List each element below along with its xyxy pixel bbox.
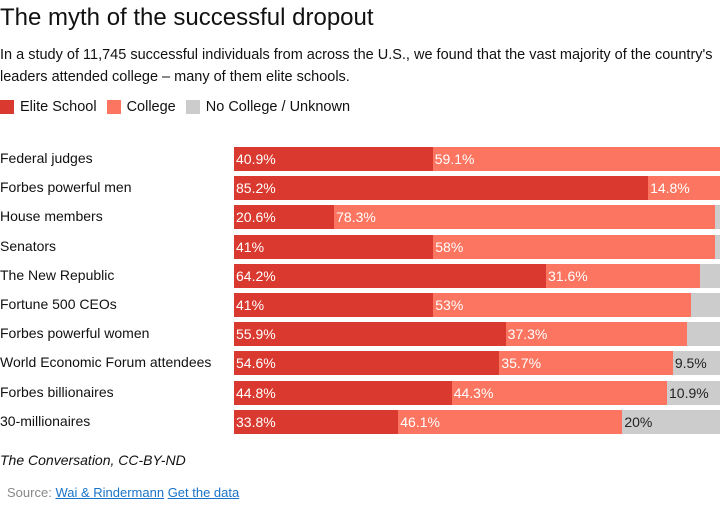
legend-item-no-college: No College / Unknown (185, 99, 351, 115)
data-label-elite: 41% (236, 238, 265, 255)
data-label-elite: 33.8% (236, 413, 276, 430)
chart-title: The myth of the successful dropout (0, 4, 374, 31)
data-label-no-college: 20% (624, 413, 653, 430)
bar-track: 40.9% 59.1% (234, 147, 720, 171)
bar-row: Forbes powerful women 55.9% 37.3% (0, 319, 720, 348)
bar-row: Forbes powerful men 85.2% 14.8% (0, 173, 720, 202)
bar-segment-college (505, 322, 687, 347)
bar-track: 41% 53% (234, 293, 720, 317)
legend: Elite School College No College / Unknow… (0, 99, 360, 115)
source-line: Source: Wai & Rindermann Get the data (7, 485, 239, 500)
data-label-elite: 20.6% (236, 209, 276, 226)
data-label-college: 35.7% (501, 355, 542, 372)
bar-segment-college (334, 205, 715, 230)
category-label: 30-millionaires (0, 412, 91, 429)
category-label: Fortune 500 CEOs (0, 296, 117, 312)
data-label-college: 14.8% (650, 180, 690, 197)
data-label-elite: 55.9% (236, 326, 276, 343)
bar-segment-elite (234, 147, 433, 171)
bar-row: Senators 41% 58% (0, 232, 720, 261)
source-prefix: Source: (7, 485, 52, 500)
bar-row: House members 20.6% 78.3% (0, 202, 720, 231)
bar-track: 55.9% 37.3% (234, 322, 720, 347)
bar-segment-elite (234, 380, 452, 405)
data-label-college: 59.1% (434, 151, 475, 167)
legend-item-college: College (106, 99, 176, 115)
bar-segment-college (398, 409, 623, 434)
bar-track: 20.6% 78.3% (234, 205, 720, 230)
stacked-bar-chart: Federal judges 40.9% 59.1% Forbes powerful … (0, 144, 720, 440)
data-label-elite: 54.6% (236, 355, 276, 372)
bar-segment-college (648, 176, 720, 201)
bar-segment-elite (234, 263, 546, 288)
bar-track: 33.8% 46.1% 20% (234, 409, 720, 434)
data-label-college: 44.3% (453, 384, 494, 401)
data-label-college: 53% (435, 297, 464, 313)
category-label: Federal judges (0, 150, 93, 166)
bar-row: Federal judges 40.9% 59.1% (0, 144, 720, 173)
data-label-college: 78.3% (336, 209, 376, 226)
data-label-no-college: 9.5% (674, 355, 707, 372)
data-label-elite: 44.8% (236, 384, 276, 401)
legend-swatch-college (106, 100, 121, 114)
bar-segment-elite (234, 234, 434, 259)
category-label: Forbes powerful women (0, 325, 150, 342)
bar-track: 64.2% 31.6% (234, 263, 720, 288)
chart-subtitle: In a study of 11,745 successful individu… (0, 47, 713, 85)
category-label: Forbes billionaires (0, 383, 114, 400)
bar-segment-college (546, 263, 700, 288)
legend-swatch-no-college (185, 100, 200, 114)
bar-segment-elite (234, 176, 649, 201)
get-data-link[interactable]: Get the data (167, 485, 240, 500)
bar-row: The New Republic 64.2% 31.6% (0, 261, 720, 290)
data-label-no-college: 10.9% (669, 384, 709, 401)
data-label-college: 37.3% (507, 326, 548, 343)
legend-label-college: College (126, 99, 176, 115)
category-label: World Economic Forum attendees (0, 354, 212, 371)
data-label-elite: 64.2% (236, 267, 276, 284)
bar-segment-elite (234, 205, 335, 230)
legend-label-no-college: No College / Unknown (205, 99, 351, 115)
category-label: The New Republic (0, 266, 115, 283)
bar-segment-college (499, 351, 673, 376)
bar-track: 44.8% 44.3% 10.9% (234, 380, 720, 405)
chart-credit: The Conversation, CC-BY-ND (0, 452, 186, 468)
bar-segment-elite (234, 351, 500, 376)
bar-row: Fortune 500 CEOs 41% 53% (0, 290, 720, 319)
bar-track: 85.2% 14.8% (234, 176, 720, 201)
bar-segment-college (451, 380, 668, 405)
bar-segment-elite (234, 322, 506, 347)
bar-segment-college (432, 147, 720, 171)
bar-row: Forbes billionaires 44.8% 44.3% 10.9% (0, 378, 720, 407)
legend-label-elite: Elite School (20, 99, 97, 115)
data-label-elite: 85.2% (236, 180, 276, 197)
category-label: Forbes powerful men (0, 179, 132, 196)
source-link[interactable]: Wai & Rindermann (55, 485, 165, 500)
bar-track: 41% 58% (234, 234, 720, 259)
category-label: House members (0, 208, 103, 225)
data-label-elite: 40.9% (236, 151, 276, 167)
bar-track: 54.6% 35.7% 9.5% (234, 351, 720, 376)
data-label-college: 46.1% (400, 413, 440, 430)
bar-segment-college (433, 234, 716, 259)
bar-segment-elite (234, 293, 434, 317)
data-label-elite: 41% (236, 297, 265, 313)
bar-segment-college (433, 293, 691, 317)
data-label-college: 31.6% (548, 267, 588, 284)
legend-item-elite: Elite School (0, 99, 97, 115)
category-label: Senators (0, 237, 57, 254)
data-label-college: 58% (435, 238, 464, 255)
bar-row: 30-millionaires 33.8% 46.1% 20% (0, 407, 720, 436)
legend-swatch-elite (0, 100, 14, 114)
bar-row: World Economic Forum attendees 54.6% 35.7%… (0, 348, 720, 377)
bar-segment-elite (234, 409, 399, 434)
